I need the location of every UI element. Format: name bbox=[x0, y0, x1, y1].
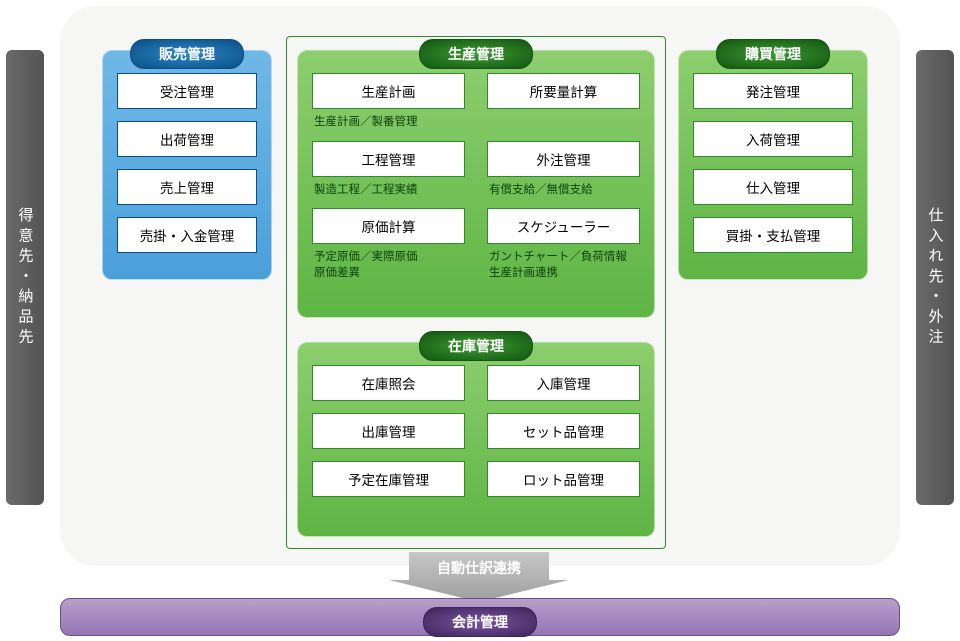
inv-r1: セット品管理 bbox=[487, 413, 640, 449]
inv-r2: ロット品管理 bbox=[487, 461, 640, 497]
prod-l1: 工程管理 bbox=[312, 141, 465, 177]
purch-3: 買掛・支払管理 bbox=[693, 217, 853, 253]
inv-l2: 予定在庫管理 bbox=[312, 461, 465, 497]
prod-r1-sub: 有償支給／無償支給 bbox=[489, 183, 640, 199]
prod-r1: 外注管理 bbox=[487, 141, 640, 177]
module-accounting-title: 会計管理 bbox=[423, 607, 537, 637]
sidebar-right-suppliers: 仕入れ先・外注 bbox=[916, 50, 954, 505]
prod-l2-sub: 予定原価／実際原価原価差異 bbox=[314, 250, 465, 281]
production-left-col: 生産計画 生産計画／製番管理 工程管理 製造工程／工程実績 原価計算 予定原価／… bbox=[312, 73, 465, 291]
module-accounting: 会計管理 bbox=[60, 598, 900, 636]
sidebar-left-label: 得意先・納品先 bbox=[15, 207, 36, 349]
prod-r0-sub bbox=[489, 115, 640, 131]
prod-l1-sub: 製造工程／工程実績 bbox=[314, 183, 465, 199]
module-sales: 販売管理 受注管理 出荷管理 売上管理 売掛・入金管理 bbox=[102, 50, 272, 280]
diagram-canvas: 得意先・納品先 仕入れ先・外注 販売管理 受注管理 出荷管理 売上管理 売掛・入… bbox=[0, 0, 960, 641]
connector-label: 自動仕訳連携 bbox=[354, 558, 604, 578]
sidebar-left-customers: 得意先・納品先 bbox=[6, 50, 44, 505]
sales-item-1: 出荷管理 bbox=[117, 121, 257, 157]
sales-item-3: 売掛・入金管理 bbox=[117, 217, 257, 253]
module-sales-title: 販売管理 bbox=[130, 39, 244, 69]
inv-l1: 出庫管理 bbox=[312, 413, 465, 449]
prod-r2-sub: ガントチャート／負荷情報生産計画連携 bbox=[489, 250, 640, 281]
module-purchasing: 購買管理 発注管理 入荷管理 仕入管理 買掛・支払管理 bbox=[678, 50, 868, 280]
prod-r0: 所要量計算 bbox=[487, 73, 640, 109]
module-inventory-title: 在庫管理 bbox=[419, 331, 533, 361]
prod-r2: スケジューラー bbox=[487, 208, 640, 244]
sales-item-2: 売上管理 bbox=[117, 169, 257, 205]
module-inventory: 在庫管理 在庫照会 出庫管理 予定在庫管理 入庫管理 セット品管理 ロット品管理 bbox=[297, 342, 655, 537]
module-purchasing-title: 購買管理 bbox=[716, 39, 830, 69]
module-production: 生産管理 生産計画 生産計画／製番管理 工程管理 製造工程／工程実績 原価計算 … bbox=[297, 50, 655, 318]
purch-2: 仕入管理 bbox=[693, 169, 853, 205]
prod-l2: 原価計算 bbox=[312, 208, 465, 244]
main-panel: 販売管理 受注管理 出荷管理 売上管理 売掛・入金管理 生産管理 生産計画 生産… bbox=[60, 6, 900, 566]
module-production-title: 生産管理 bbox=[419, 39, 533, 69]
production-right-col: 所要量計算 外注管理 有償支給／無償支給 スケジューラー ガントチャート／負荷情… bbox=[487, 73, 640, 291]
inv-r0: 入庫管理 bbox=[487, 365, 640, 401]
prod-l0-sub: 生産計画／製番管理 bbox=[314, 115, 465, 131]
inv-l0: 在庫照会 bbox=[312, 365, 465, 401]
purch-0: 発注管理 bbox=[693, 73, 853, 109]
inventory-left-col: 在庫照会 出庫管理 予定在庫管理 bbox=[312, 365, 465, 509]
sales-item-0: 受注管理 bbox=[117, 73, 257, 109]
purch-1: 入荷管理 bbox=[693, 121, 853, 157]
prod-l0: 生産計画 bbox=[312, 73, 465, 109]
inventory-right-col: 入庫管理 セット品管理 ロット品管理 bbox=[487, 365, 640, 509]
sidebar-right-label: 仕入れ先・外注 bbox=[925, 207, 946, 349]
